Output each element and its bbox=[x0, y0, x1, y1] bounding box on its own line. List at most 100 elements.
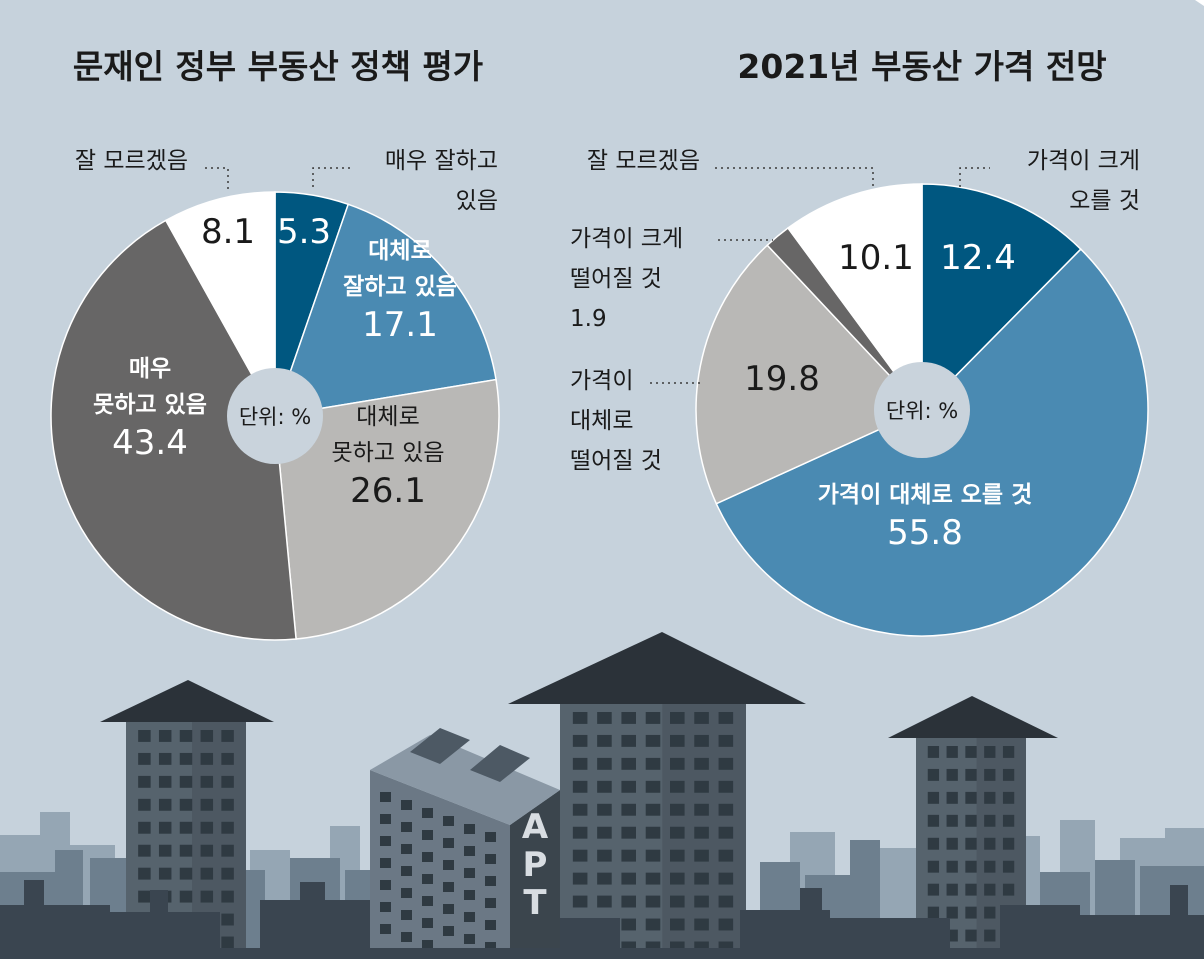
building-window bbox=[1002, 860, 1015, 873]
building-window bbox=[443, 904, 454, 914]
building-window bbox=[670, 872, 685, 885]
building-window bbox=[380, 924, 391, 934]
building-window bbox=[1002, 883, 1015, 896]
chart-title-price-outlook: 2021년 부동산 가격 전망 bbox=[737, 47, 1106, 86]
building-window bbox=[718, 734, 734, 747]
callout-label: 매우 잘하고 bbox=[385, 148, 498, 174]
building-window bbox=[221, 890, 234, 903]
building-window bbox=[572, 872, 588, 885]
building-window bbox=[946, 883, 958, 896]
building-window bbox=[670, 918, 685, 931]
building-window bbox=[597, 895, 612, 908]
building-window bbox=[422, 918, 433, 928]
building-window bbox=[380, 858, 391, 868]
building-window bbox=[443, 926, 454, 936]
apt-sign-letter: A bbox=[522, 807, 549, 847]
skyline-near-block bbox=[800, 888, 822, 959]
chart-title-policy-evaluation: 문재인 정부 부동산 정책 평가 bbox=[73, 47, 483, 86]
building-window bbox=[670, 734, 685, 747]
building-window bbox=[380, 902, 391, 912]
callout-leader-line bbox=[312, 167, 354, 187]
building-window bbox=[572, 803, 588, 816]
building-window bbox=[718, 849, 734, 862]
building-window bbox=[572, 712, 588, 724]
building-window bbox=[670, 941, 685, 954]
pie-data-label: 19.8 bbox=[744, 359, 820, 399]
building-window bbox=[927, 883, 940, 896]
building-window bbox=[621, 918, 636, 931]
building-window bbox=[927, 814, 940, 827]
building-window bbox=[670, 780, 685, 793]
pie-slice bbox=[50, 219, 297, 641]
building-window bbox=[179, 867, 193, 880]
building-window bbox=[597, 849, 612, 862]
pie-data-label: 10.1 bbox=[838, 238, 914, 278]
pie-slice-label: 대체로 bbox=[356, 404, 419, 430]
building-window bbox=[621, 712, 636, 724]
building-window bbox=[621, 941, 636, 954]
building-window bbox=[670, 849, 685, 862]
building-window bbox=[645, 757, 661, 770]
pie-data-label: 5.3 bbox=[277, 212, 331, 252]
building-window bbox=[422, 830, 433, 840]
building-window bbox=[965, 791, 977, 804]
building-window bbox=[645, 872, 661, 885]
building-window bbox=[670, 826, 685, 839]
building-window bbox=[422, 896, 433, 906]
building-window bbox=[694, 712, 709, 724]
building-window bbox=[158, 844, 172, 857]
building-window bbox=[179, 821, 193, 834]
building-window bbox=[200, 775, 214, 788]
callout-label: 잘 모르겠음 bbox=[587, 148, 700, 174]
building-window bbox=[645, 895, 661, 908]
building-window bbox=[401, 844, 412, 854]
building-window bbox=[621, 734, 636, 747]
building-window bbox=[927, 837, 940, 850]
building-window bbox=[179, 730, 193, 742]
pie-slice-label: 대체로 bbox=[368, 238, 431, 264]
building-window bbox=[694, 895, 709, 908]
building-window bbox=[597, 757, 612, 770]
building-roof bbox=[508, 632, 806, 704]
building-window bbox=[200, 844, 214, 857]
building-window bbox=[718, 918, 734, 931]
city-skyline-illustration: APT bbox=[0, 632, 1204, 959]
pie-slice-label: 못하고 있음 bbox=[93, 392, 207, 418]
callout-label: 가격이 크게 bbox=[570, 226, 683, 252]
building-window bbox=[946, 906, 958, 919]
building-window bbox=[464, 912, 475, 922]
building-window bbox=[694, 826, 709, 839]
pie-data-label: 26.1 bbox=[350, 471, 426, 511]
building-window bbox=[221, 913, 234, 926]
pie-slice-label: 매우 bbox=[129, 356, 171, 382]
building-window bbox=[946, 746, 958, 758]
building-window bbox=[464, 824, 475, 834]
building-window bbox=[927, 768, 940, 781]
building-window bbox=[621, 849, 636, 862]
callout-leader-line bbox=[715, 167, 874, 188]
building-window bbox=[179, 775, 193, 788]
building-window bbox=[645, 941, 661, 954]
apt-building: APT bbox=[370, 728, 560, 959]
callout-label: 떨어질 것 bbox=[570, 448, 662, 474]
building-window bbox=[380, 792, 391, 802]
building-window bbox=[597, 712, 612, 724]
building-window bbox=[200, 730, 214, 742]
callout-label: 대체로 bbox=[570, 408, 633, 434]
building-window bbox=[401, 822, 412, 832]
building-window bbox=[694, 918, 709, 931]
building-window bbox=[946, 768, 958, 781]
building-window bbox=[443, 860, 454, 870]
building-roof bbox=[100, 680, 274, 722]
building-window bbox=[694, 941, 709, 954]
building-window bbox=[138, 844, 151, 857]
pie-slice-label: 못하고 있음 bbox=[331, 440, 444, 466]
pie-slice bbox=[164, 191, 276, 419]
pie-slice bbox=[274, 378, 500, 640]
building-window bbox=[443, 816, 454, 826]
building-window bbox=[718, 872, 734, 885]
building-window bbox=[645, 712, 661, 724]
building-window bbox=[572, 780, 588, 793]
building-window bbox=[621, 872, 636, 885]
pie-slice-label: 가격이 대체로 오를 것 bbox=[818, 482, 1032, 508]
